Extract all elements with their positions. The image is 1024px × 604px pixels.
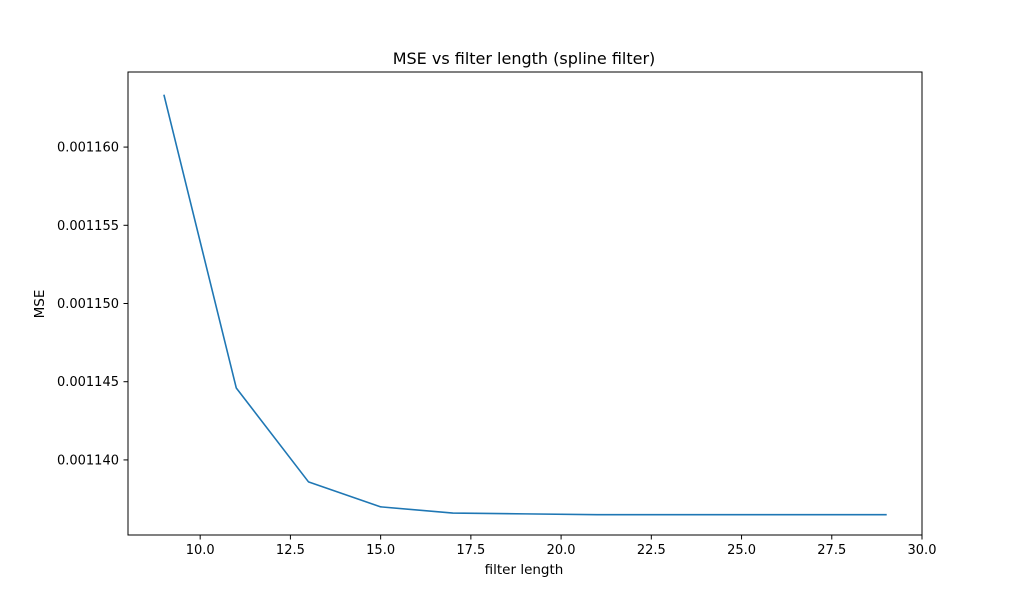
axes-frame (127, 71, 923, 536)
y-axis-label: MSE (32, 290, 48, 319)
plot-area (127, 71, 923, 536)
x-axis-ticks: 10.0 12.5 15.0 17.5 20.0 22.5 25.0 27.5 30.0 (186, 535, 937, 558)
y-tick-label: 0.001155 (57, 219, 119, 234)
x-axis-label: filter length (485, 562, 564, 578)
x-tick-label: 15.0 (366, 543, 395, 558)
x-tick-label: 12.5 (276, 543, 305, 558)
x-tick-label: 30.0 (908, 543, 937, 558)
x-tick-label: 20.0 (547, 543, 576, 558)
x-tick-label: 27.5 (817, 543, 846, 558)
y-tick-label: 0.001145 (57, 375, 119, 390)
y-tick-label: 0.001140 (57, 453, 119, 468)
y-axis-ticks: 0.001140 0.001145 0.001150 0.001155 0.001160 (57, 141, 128, 468)
series-line-1 (163, 94, 887, 516)
x-tick-label: 17.5 (456, 543, 485, 558)
chart-title: MSE vs filter length (spline filter) (393, 49, 656, 68)
x-tick-label: 25.0 (727, 543, 756, 558)
y-tick-label: 0.001160 (57, 141, 119, 156)
x-tick-label: 22.5 (637, 543, 666, 558)
x-tick-label: 10.0 (186, 543, 215, 558)
y-tick-label: 0.001150 (57, 297, 119, 312)
series-layer (163, 94, 887, 516)
